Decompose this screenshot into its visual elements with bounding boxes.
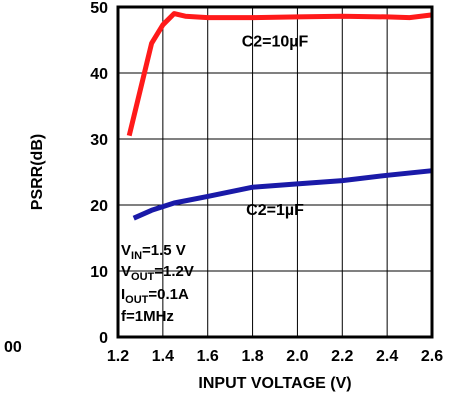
x-axis-label: INPUT VOLTAGE (V) (198, 375, 351, 392)
x-tick-label: 2.6 (421, 348, 443, 365)
condition-iout-sub: OUT (125, 294, 149, 306)
y-tick-label: 10 (90, 264, 108, 281)
condition-iout-rest: =0.1A (148, 286, 189, 303)
condition-vin-rest: =1.5 V (142, 242, 186, 259)
y-tick-label: 20 (90, 198, 108, 215)
condition-vin-sub: IN (131, 250, 142, 262)
tick-labels: 1.2 1.4 1.6 1.8 2.0 2.2 2.4 2.6 0 10 20 30 40 50 (90, 0, 443, 365)
condition-vout: VOUT=1.2V (121, 263, 194, 283)
x-tick-label: 1.4 (152, 348, 174, 365)
condition-vout-sub: OUT (131, 271, 155, 283)
condition-vin: VIN=1.5 V (121, 242, 186, 262)
x-tick-label: 1.8 (241, 348, 263, 365)
condition-frequency: f=1MHz (121, 308, 174, 325)
x-tick-label: 1.6 (197, 348, 219, 365)
grid-lines (118, 7, 432, 337)
annotation-c2-10uf: C2=10µF (242, 34, 309, 51)
x-tick-label: 2.4 (376, 348, 398, 365)
condition-frequency-text: f=1MHz (121, 308, 174, 325)
condition-vout-main: V (121, 263, 131, 280)
condition-iout-main: I (121, 286, 125, 303)
condition-vin-main: V (121, 242, 131, 259)
condition-iout: IOUT=0.1A (121, 286, 189, 306)
y-tick-label: 30 (90, 132, 108, 149)
condition-vout-rest: =1.2V (154, 263, 194, 280)
y-tick-label: 0 (99, 330, 108, 347)
series-line-c2-10uf (126, 11, 433, 137)
annotation-c2-1uf: C2=1µF (246, 202, 304, 219)
y-tick-label: 50 (90, 0, 108, 17)
series-lines (126, 11, 433, 221)
x-tick-label: 2.2 (331, 348, 353, 365)
series-line-c2-1uf (132, 168, 433, 221)
x-tick-label: 1.2 (107, 348, 129, 365)
plot-frame (116, 5, 434, 339)
test-conditions: VIN=1.5 V VOUT=1.2V IOUT=0.1A f=1MHz (121, 242, 194, 325)
x-tick-label: 2.0 (286, 348, 308, 365)
y-tick-label: 40 (90, 66, 108, 83)
cut-off-tick-label: 00 (4, 339, 22, 356)
y-axis-label: PSRR(dB) (29, 134, 46, 210)
